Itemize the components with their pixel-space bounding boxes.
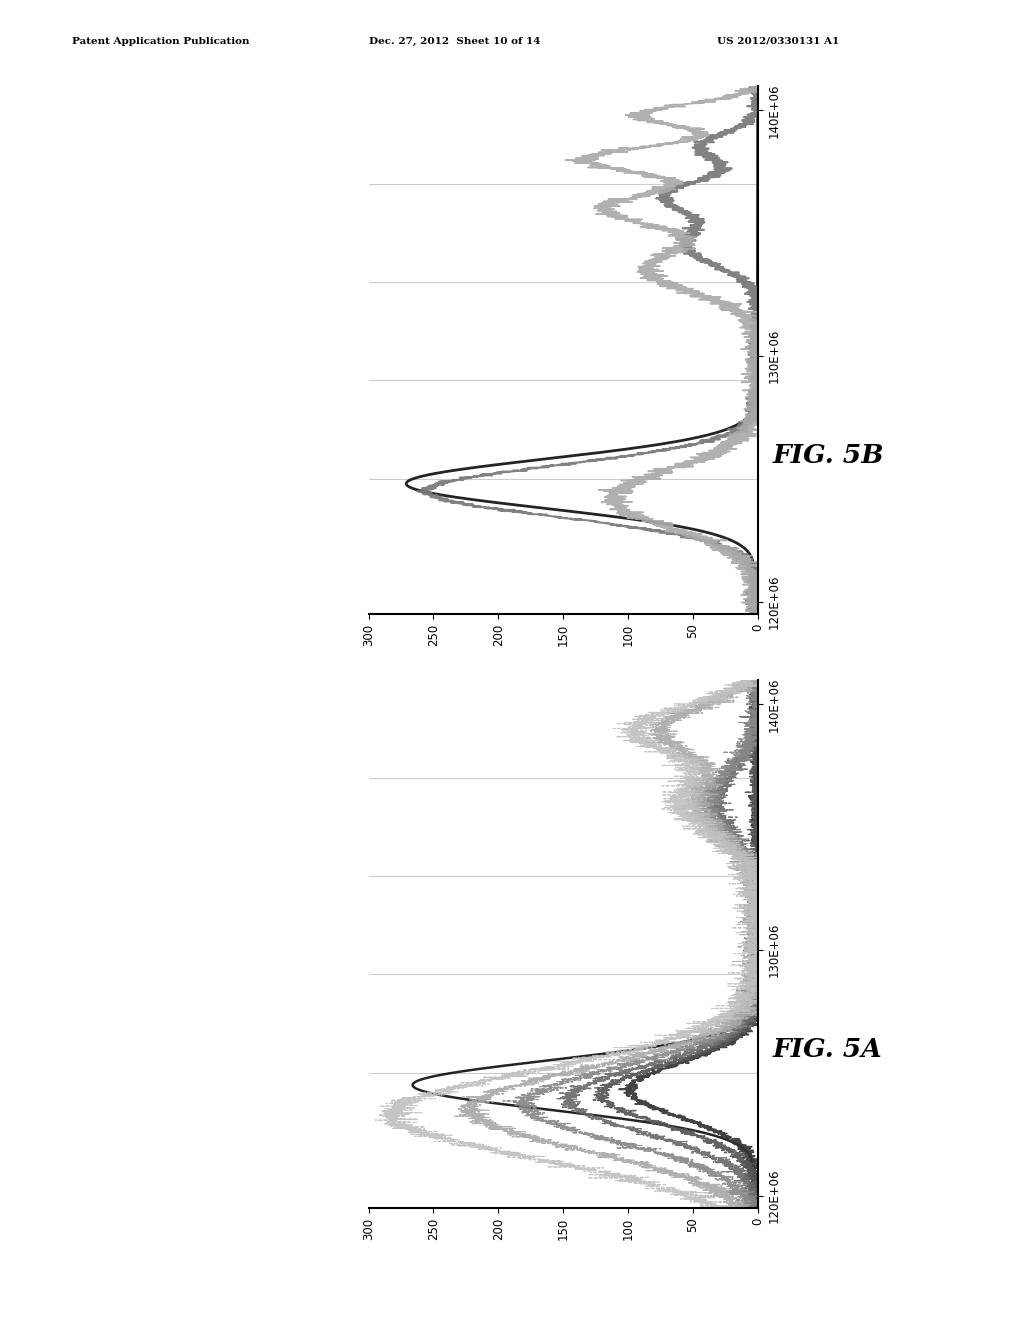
Text: FIG. 5A: FIG. 5A	[773, 1038, 883, 1061]
Text: US 2012/0330131 A1: US 2012/0330131 A1	[717, 37, 839, 46]
Text: FIG. 5B: FIG. 5B	[773, 444, 885, 467]
Text: Patent Application Publication: Patent Application Publication	[72, 37, 249, 46]
Text: Dec. 27, 2012  Sheet 10 of 14: Dec. 27, 2012 Sheet 10 of 14	[369, 37, 540, 46]
